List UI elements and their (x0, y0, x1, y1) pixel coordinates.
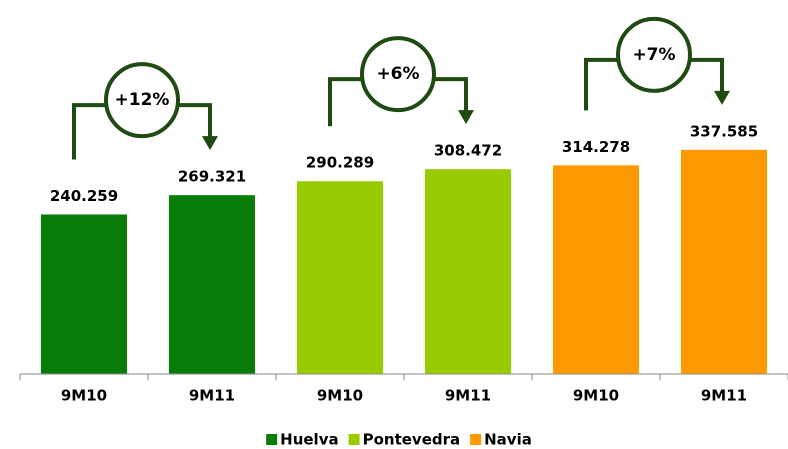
x-tick-label: 9M11 (189, 387, 235, 405)
growth-label: +7% (632, 45, 675, 65)
growth-circle (360, 36, 436, 113)
growth-label: +6% (376, 64, 419, 84)
bar (297, 181, 383, 374)
value-label: 290.289 (306, 154, 374, 172)
x-tick-label: 9M10 (317, 387, 363, 405)
value-label: 308.472 (434, 142, 502, 160)
bar (553, 165, 639, 374)
value-label: 240.259 (50, 187, 118, 205)
growth-circle (104, 62, 180, 139)
growth-circle (616, 16, 692, 93)
legend-label: Huelva (280, 431, 338, 449)
legend-swatch (348, 434, 360, 445)
legend-swatch (470, 434, 482, 445)
value-label: 314.278 (562, 138, 630, 156)
legend-label: Pontevedra (363, 431, 461, 449)
x-tick-label: 9M10 (573, 387, 619, 405)
legend-label: Navia (484, 431, 532, 449)
x-tick-label: 9M10 (61, 387, 107, 405)
bar (681, 149, 767, 374)
arrow-head (202, 136, 218, 151)
growth-label: +12% (115, 90, 170, 110)
bar (425, 169, 511, 374)
value-label: 337.585 (690, 122, 758, 140)
bar (41, 214, 127, 374)
arrow-head (714, 90, 730, 105)
x-tick-label: 9M11 (701, 387, 747, 405)
value-label: 269.321 (178, 168, 246, 186)
legend-swatch (266, 434, 278, 445)
x-tick-label: 9M11 (445, 387, 491, 405)
bar (169, 195, 255, 374)
arrow-head (458, 110, 474, 125)
